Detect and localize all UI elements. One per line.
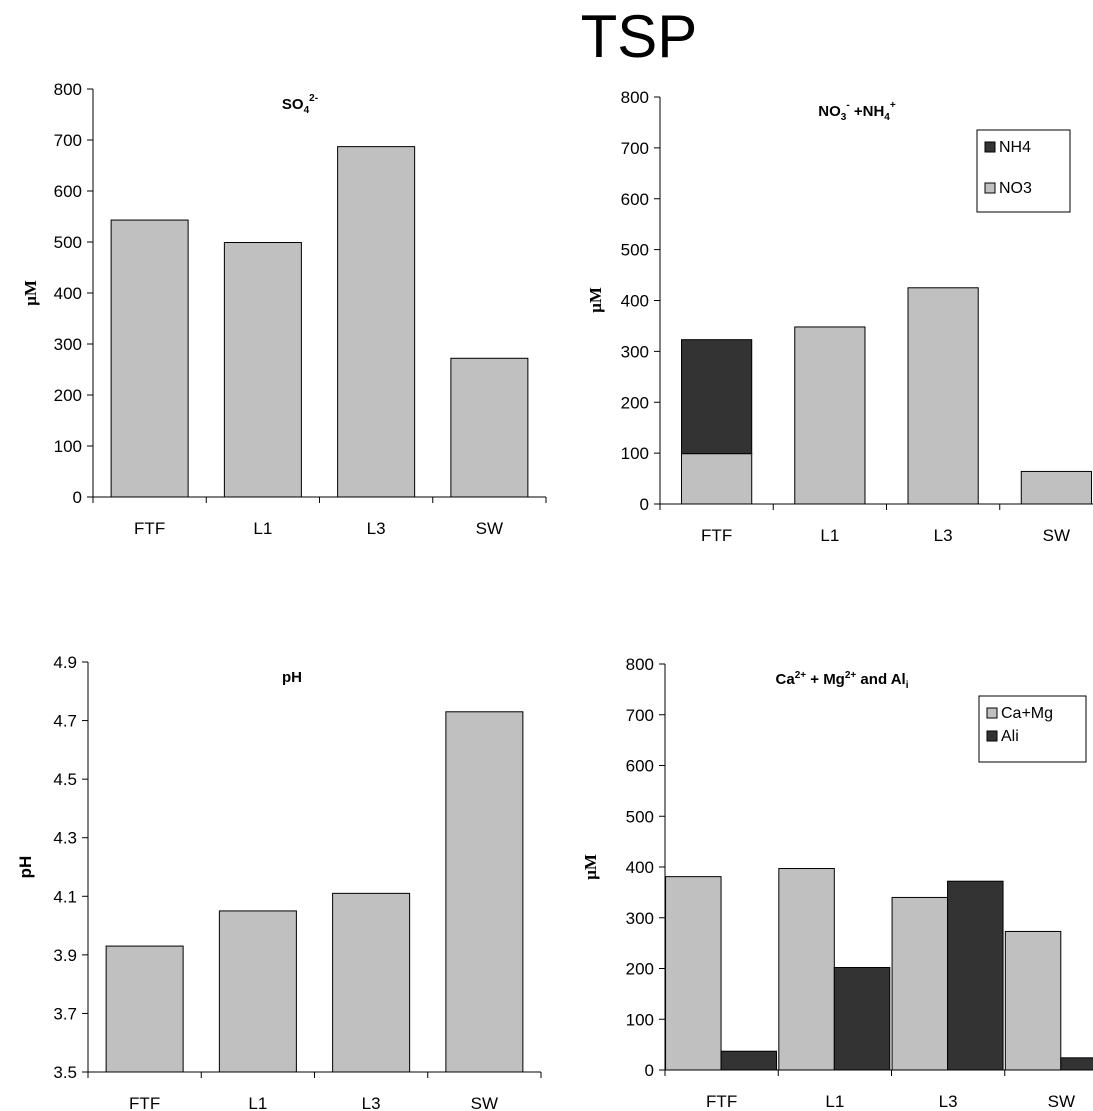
y-axis-label: pH [16, 856, 35, 879]
x-tick-label: L3 [367, 519, 386, 538]
legend-box [976, 129, 1071, 213]
y-tick-label: 700 [54, 131, 82, 150]
legend-swatch-ali [986, 730, 998, 742]
x-tick-label: SW [471, 1094, 498, 1111]
legend-label-nh4: NH4 [999, 139, 1031, 156]
bar-ftf [110, 219, 189, 498]
y-tick-label: 3.5 [53, 1063, 77, 1082]
legend-swatch-nh4 [984, 141, 996, 153]
bar-camg-l1 [778, 868, 835, 1071]
y-tick-label: 500 [54, 233, 82, 252]
chart-title: SO42- [282, 93, 318, 116]
y-axis-label: µM [21, 280, 40, 306]
y-tick-label: 300 [54, 335, 82, 354]
y-tick-label: 400 [54, 284, 82, 303]
x-tick-label: SW [1048, 1092, 1075, 1111]
y-tick-label: 100 [626, 1010, 654, 1029]
bar-no3-ftf [681, 453, 753, 505]
y-tick-label: 300 [621, 342, 649, 361]
x-tick-label: FTF [701, 526, 732, 545]
y-axis-label: µM [586, 287, 605, 313]
legend-swatch-no3 [984, 182, 996, 194]
x-tick-label: L1 [820, 526, 839, 545]
legend-label-camg: Ca+Mg [1001, 705, 1053, 722]
y-tick-label: 600 [626, 757, 654, 776]
x-tick-label: L1 [825, 1092, 844, 1111]
y-tick-label: 300 [626, 909, 654, 928]
y-tick-label: 800 [621, 88, 649, 107]
y-tick-label: 700 [626, 706, 654, 725]
legend-label-no3: NO3 [999, 180, 1032, 197]
chart-panel-4: 0 100 200 300 400 500 600 700 800 FTF L1 L3 SW Ca2+ +… [581, 655, 1093, 1111]
legend-box [978, 695, 1087, 763]
bar-sw [445, 711, 524, 1073]
bar-ali-sw [1060, 1057, 1093, 1071]
y-tick-label: 4.1 [53, 887, 77, 906]
bar-ali-l1 [833, 966, 891, 1071]
y-tick-label: 100 [621, 444, 649, 463]
y-tick-label: 800 [626, 655, 654, 674]
x-tick-label: L1 [253, 519, 272, 538]
bar-no3-l1 [794, 326, 866, 505]
x-tick-label: L3 [362, 1094, 381, 1111]
x-tick-label: FTF [134, 519, 165, 538]
chart-title: pH [282, 669, 302, 686]
bar-ali-ftf [720, 1050, 778, 1071]
y-tick-label: 3.7 [53, 1004, 77, 1023]
y-tick-label: 800 [54, 80, 82, 99]
y-tick-label: 200 [621, 393, 649, 412]
legend: NH4 NO3 [976, 129, 1071, 213]
y-tick-label: 400 [621, 292, 649, 311]
chart-panel-1: 0 100 200 300 400 500 600 700 800 FTF L1 L3 SW SO42- µ… [21, 80, 547, 538]
chart-panel-3: 3.5 3.7 3.9 4.1 4.3 4.5 4.7 4.9 FTF L1 L3 SW pH pH [16, 653, 542, 1111]
y-tick-label: 4.5 [53, 770, 77, 789]
chart-title: NO3- +NH4+ [818, 100, 896, 123]
x-tick-label: FTF [129, 1094, 160, 1111]
y-tick-label: 500 [621, 241, 649, 260]
y-tick-label: 0 [73, 488, 82, 507]
x-tick-label: L1 [248, 1094, 267, 1111]
x-tick-label: SW [476, 519, 503, 538]
x-tick-label: SW [1043, 526, 1070, 545]
y-tick-label: 0 [645, 1061, 654, 1080]
bar-camg-ftf [665, 876, 722, 1071]
chart-panel-2: 0 100 200 300 400 500 600 700 800 FTF L1 L3 SW NO3- +… [586, 88, 1093, 545]
y-tick-label: 200 [54, 386, 82, 405]
y-tick-label: 4.9 [53, 653, 77, 672]
x-tick-label: L3 [939, 1092, 958, 1111]
bar-l1 [223, 242, 302, 498]
y-tick-label: 200 [626, 960, 654, 979]
legend-label-ali: Ali [1001, 728, 1019, 745]
y-tick-label: 400 [626, 858, 654, 877]
bar-l3 [332, 892, 411, 1073]
chart-title: Ca2+ + Mg2+ and Ali [776, 670, 909, 691]
legend-swatch-camg [986, 707, 998, 719]
bar-no3-sw [1020, 470, 1092, 505]
y-tick-label: 3.9 [53, 946, 77, 965]
y-tick-label: 600 [621, 190, 649, 209]
bar-camg-l3 [891, 896, 949, 1071]
y-tick-label: 500 [626, 807, 654, 826]
bar-ali-l3 [947, 880, 1004, 1071]
bar-sw [450, 357, 529, 498]
bar-camg-sw [1004, 930, 1062, 1071]
y-tick-label: 0 [640, 495, 649, 514]
y-tick-label: 700 [621, 139, 649, 158]
y-tick-label: 600 [54, 182, 82, 201]
y-axis-label: µM [581, 854, 600, 880]
y-tick-label: 4.7 [53, 712, 77, 731]
x-tick-label: FTF [706, 1092, 737, 1111]
bar-l3 [337, 146, 416, 498]
y-tick-label: 100 [54, 437, 82, 456]
bar-ftf [105, 945, 184, 1073]
x-tick-label: L3 [934, 526, 953, 545]
legend: Ca+Mg Ali [978, 695, 1087, 763]
bar-no3-l3 [907, 287, 979, 505]
y-tick-label: 4.3 [53, 829, 77, 848]
page-title: TSP [580, 3, 698, 70]
bar-nh4-ftf [681, 339, 753, 455]
bar-l1 [218, 910, 297, 1073]
